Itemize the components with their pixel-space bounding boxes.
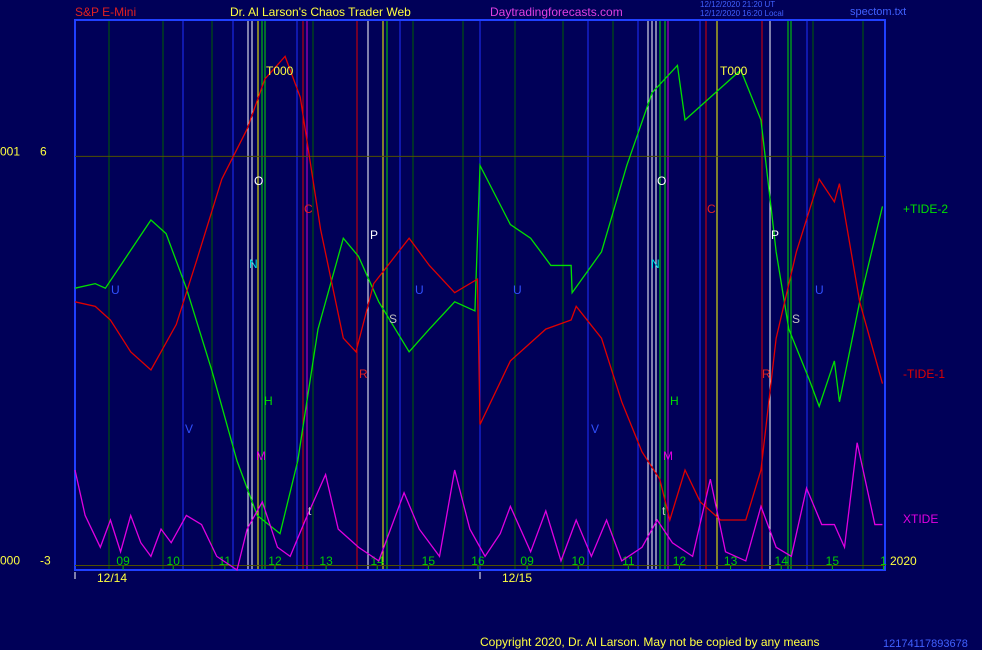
header-title: Dr. Al Larson's Chaos Trader Web [230, 5, 411, 19]
legend-label: XTIDE [903, 512, 938, 526]
x-tick-label: 14 [775, 554, 789, 568]
x-tick-label: 15 [826, 554, 840, 568]
annotation: T000 [266, 64, 294, 78]
x-tick-label: 15 [422, 554, 436, 568]
series-line [74, 55, 884, 523]
blue-lines [182, 20, 808, 570]
file-name: spectom.txt [850, 6, 906, 18]
annotation: S [389, 312, 397, 326]
x-tick-label: 10 [167, 554, 181, 568]
white-lines [247, 20, 771, 570]
annotation: C [304, 202, 313, 216]
event-lines [108, 20, 864, 570]
annotation: U [815, 283, 824, 297]
year-label: 2020 [890, 554, 917, 568]
yellow-lines [257, 20, 718, 570]
annotation: O [657, 174, 666, 188]
x-tick-label: 13 [724, 554, 738, 568]
x-tick-label: 11 [622, 554, 635, 568]
annotation: P [370, 228, 378, 242]
x-tick-label: 12 [673, 554, 687, 568]
footer-code: 12174117893678 [883, 638, 968, 650]
annotation: P [771, 228, 779, 242]
annotation: T000 [720, 64, 748, 78]
copyright: Copyright 2020, Dr. Al Larson. May not b… [480, 635, 820, 649]
annotation: U [513, 283, 522, 297]
x-tick-label: 13 [319, 554, 333, 568]
header-site: Daytradingforecasts.com [490, 5, 623, 19]
timestamp: 12/12/2020 16:20 Local [700, 9, 784, 18]
timestamp: 12/12/2020 21:20 UT [700, 0, 775, 9]
annotation: t [308, 504, 312, 518]
annotation: R [359, 367, 368, 381]
magenta-lines [306, 20, 669, 570]
x-tick-label: 16 [471, 554, 485, 568]
annotation: V [591, 422, 599, 436]
plot-frame [74, 19, 886, 571]
x-tick-label: 09 [116, 554, 130, 568]
left-label: 001 [0, 145, 20, 159]
annotation: O [254, 174, 263, 188]
annotation: U [111, 283, 120, 297]
annotation: t [662, 504, 666, 518]
annotation: N [651, 257, 660, 271]
annotation: S [792, 312, 800, 326]
annotation: U [415, 283, 424, 297]
hour-lines [108, 20, 864, 570]
annotation: M [256, 449, 266, 463]
series-line [74, 64, 884, 535]
annotation: H [670, 394, 679, 408]
x-tick-label: 09 [520, 554, 534, 568]
legend-label: -TIDE-1 [903, 367, 945, 381]
y-tick-label: 6 [40, 145, 47, 159]
left-label: 000 [0, 554, 20, 568]
header-symbol: S&P E-Mini [75, 5, 136, 19]
annotation: R [762, 367, 771, 381]
annotation: V [185, 422, 193, 436]
annotation: H [264, 394, 273, 408]
annotation: N [249, 257, 258, 271]
date-label: 12/14 [97, 571, 127, 585]
x-tick-label: 12 [268, 554, 282, 568]
annotation: C [707, 202, 716, 216]
x-tick-label: 10 [572, 554, 586, 568]
legend-label: +TIDE-2 [903, 202, 948, 216]
annotation: M [663, 449, 673, 463]
annotations: T000 T000 O O N N C C P P S S U U U U V … [111, 64, 824, 518]
y-tick-label: -3 [40, 554, 51, 568]
date-label: 12/15 [502, 571, 532, 585]
x-tick-label: 1 [880, 554, 887, 568]
series-line [74, 442, 883, 572]
